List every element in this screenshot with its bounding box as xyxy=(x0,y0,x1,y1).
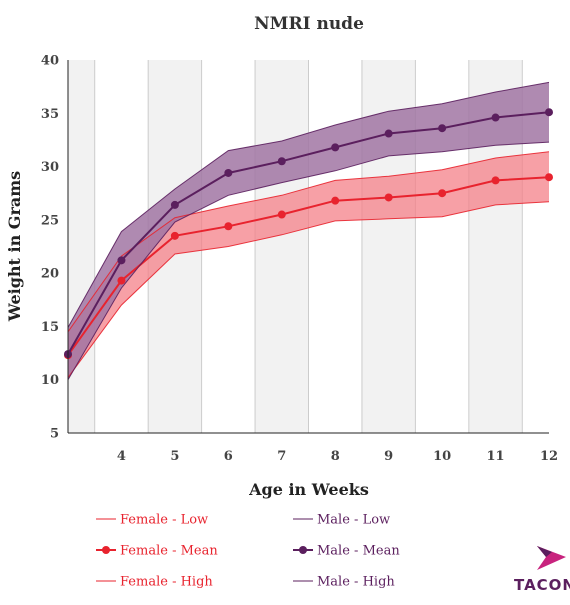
series-line-4 xyxy=(67,111,550,355)
x-tick-label-0: 4 xyxy=(117,449,126,464)
data-point-4-2 xyxy=(170,200,179,209)
data-point-4-4 xyxy=(277,157,286,166)
data-point-4-1 xyxy=(117,256,126,265)
range-area-0 xyxy=(68,151,549,378)
x-tick-label-6: 10 xyxy=(433,449,451,464)
legend-label-4: Female - High xyxy=(120,575,213,590)
x-tick-label-4: 8 xyxy=(331,449,340,464)
data-point-1-7 xyxy=(438,189,447,198)
y-tick-label-0: 5 xyxy=(50,427,59,442)
x-tick-label-8: 12 xyxy=(540,449,558,464)
series-line-2 xyxy=(67,151,550,333)
data-point-4-7 xyxy=(438,124,447,133)
series-line-5 xyxy=(67,81,550,328)
data-point-1-9 xyxy=(545,173,553,182)
chart-title: NMRI nude xyxy=(254,14,364,34)
legend-marker-2 xyxy=(102,546,110,554)
series-line-0 xyxy=(67,201,550,378)
y-tick-label-1: 10 xyxy=(41,373,59,388)
legend: Female - Low Male - Low Female - Mean Male … xyxy=(96,513,400,590)
x-tick-label-2: 6 xyxy=(224,449,233,464)
legend-label-0: Female - Low xyxy=(120,513,208,528)
y-axis-title: Weight in Grams xyxy=(5,171,24,322)
logo-arrow-shadow-icon xyxy=(537,546,552,557)
data-point-1-1 xyxy=(117,276,126,285)
range-areas xyxy=(68,82,549,380)
tacon-logo: TACON xyxy=(514,546,570,594)
y-tick-label-2: 15 xyxy=(41,320,59,335)
data-point-1-6 xyxy=(384,193,393,202)
y-tick-label-4: 25 xyxy=(41,213,59,228)
x-tick-label-7: 11 xyxy=(487,449,505,464)
background-band-2 xyxy=(255,60,309,433)
y-tick-label-5: 30 xyxy=(41,160,59,175)
series-line-3 xyxy=(67,141,550,380)
data-point-4-6 xyxy=(384,129,393,138)
data-point-1-8 xyxy=(491,176,500,185)
axes xyxy=(67,60,549,434)
data-point-1-2 xyxy=(170,231,179,240)
data-point-4-5 xyxy=(331,143,340,152)
series-line-1 xyxy=(67,176,550,356)
legend-label-5: Male - High xyxy=(317,575,395,590)
logo-text: TACON xyxy=(514,576,570,594)
data-point-4-8 xyxy=(491,113,500,122)
series-lines xyxy=(67,81,550,380)
legend-marker-3 xyxy=(299,546,307,554)
data-point-1-3 xyxy=(224,222,233,231)
legend-label-2: Female - Mean xyxy=(120,544,218,559)
series-markers xyxy=(64,108,553,360)
data-point-1-4 xyxy=(277,210,286,219)
x-axis-title: Age in Weeks xyxy=(248,480,369,499)
y-tick-label-7: 40 xyxy=(41,54,59,69)
x-tick-label-1: 5 xyxy=(170,449,179,464)
data-point-4-3 xyxy=(224,168,233,177)
y-tick-label-3: 20 xyxy=(41,267,59,282)
legend-label-3: Male - Mean xyxy=(317,544,400,559)
x-tick-label-3: 7 xyxy=(277,449,286,464)
background-band-0 xyxy=(68,60,95,433)
legend-label-1: Male - Low xyxy=(317,513,390,528)
data-point-1-5 xyxy=(331,196,340,205)
x-tick-label-5: 9 xyxy=(384,449,393,464)
range-area-1 xyxy=(68,82,549,380)
data-point-4-9 xyxy=(545,108,553,117)
y-tick-label-6: 35 xyxy=(41,107,59,122)
